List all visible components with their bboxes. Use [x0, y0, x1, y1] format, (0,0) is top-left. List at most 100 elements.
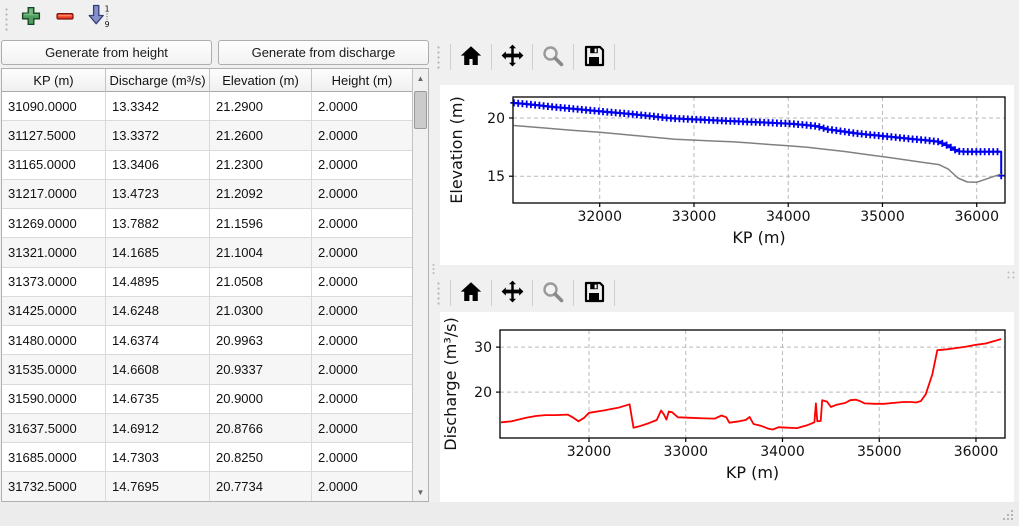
table-cell[interactable]: 21.2600 [210, 121, 312, 151]
table-cell[interactable]: 2.0000 [312, 268, 412, 297]
table-cell[interactable]: 2.0000 [312, 414, 412, 444]
table-cell[interactable]: 21.2300 [210, 150, 312, 180]
table-cell[interactable]: 13.7882 [106, 209, 210, 239]
table-cell[interactable]: 2.0000 [312, 385, 412, 414]
table-cell[interactable]: 21.2900 [210, 92, 312, 122]
table-cell[interactable]: 20.9963 [210, 326, 312, 356]
home-button[interactable] [455, 42, 487, 72]
table-cell[interactable]: 31637.5000 [2, 413, 106, 444]
add-row-button[interactable] [14, 3, 48, 35]
table-row[interactable]: 31165.0000 13.3406 21.2300 2.0000 [2, 150, 412, 180]
remove-row-button[interactable] [48, 3, 82, 35]
table-cell[interactable]: 21.0508 [210, 267, 312, 297]
table-cell[interactable]: 31127.5000 [2, 121, 106, 151]
table-cell[interactable]: 21.1004 [210, 238, 312, 268]
save-button[interactable] [578, 278, 610, 308]
table-cell[interactable]: 2.0000 [312, 238, 412, 268]
column-header-elevation[interactable]: Elevation (m) [210, 69, 312, 92]
table-cell[interactable]: 2.0000 [312, 180, 412, 210]
table-cell[interactable]: 2.0000 [312, 151, 412, 180]
table-cell[interactable]: 21.2092 [210, 179, 312, 210]
table-row[interactable]: 31637.5000 14.6912 20.8766 2.0000 [2, 413, 412, 444]
table-cell[interactable]: 2.0000 [312, 209, 412, 239]
discharge-figure-canvas[interactable]: 32000 33000 34000 35000 36000 20 30 KP (m) Disch… [440, 312, 1014, 502]
table-cell[interactable]: 13.3406 [106, 150, 210, 180]
table-row[interactable]: 31090.0000 13.3342 21.2900 2.0000 [2, 92, 412, 122]
toolbar-drag-handle[interactable] [3, 5, 8, 32]
table-cell[interactable]: 2.0000 [312, 443, 412, 473]
table-row[interactable]: 31535.0000 14.6608 20.9337 2.0000 [2, 355, 412, 385]
size-grip-icon[interactable] [1001, 508, 1015, 522]
table-cell[interactable]: 2.0000 [312, 121, 412, 151]
elevation-figure-canvas[interactable]: 32000 33000 34000 35000 36000 15 20 KP (m) Eleva… [440, 85, 1014, 265]
zoom-button[interactable] [537, 278, 569, 308]
table-cell[interactable]: 21.1596 [210, 209, 312, 239]
table-cell[interactable]: 31590.0000 [2, 384, 106, 414]
pan-button[interactable] [496, 42, 528, 72]
table-cell[interactable]: 31732.5000 [2, 472, 106, 501]
table-cell[interactable]: 20.8766 [210, 413, 312, 444]
scrollbar-thumb[interactable] [414, 91, 427, 129]
table-cell[interactable]: 14.6735 [106, 384, 210, 414]
table-row[interactable]: 31685.0000 14.7303 20.8250 2.0000 [2, 443, 412, 473]
table-cell[interactable]: 20.9337 [210, 355, 312, 385]
table-cell[interactable]: 31535.0000 [2, 355, 106, 385]
table-row[interactable]: 31590.0000 14.6735 20.9000 2.0000 [2, 384, 412, 414]
home-button[interactable] [455, 278, 487, 308]
table-cell[interactable]: 31321.0000 [2, 238, 106, 268]
toolbar-drag-handle[interactable] [435, 44, 440, 70]
table-row[interactable]: 31732.5000 14.7695 20.7734 2.0000 [2, 472, 412, 501]
table-cell[interactable]: 31269.0000 [2, 209, 106, 239]
column-header-kp[interactable]: KP (m) [2, 69, 106, 92]
table-cell[interactable]: 14.6374 [106, 326, 210, 356]
table-cell[interactable]: 2.0000 [312, 297, 412, 327]
column-header-discharge[interactable]: Discharge (m³/s) [106, 69, 210, 92]
table-cell[interactable]: 31373.0000 [2, 267, 106, 297]
table-cell[interactable]: 20.7734 [210, 472, 312, 501]
zoom-button[interactable] [537, 42, 569, 72]
table-cell[interactable]: 31425.0000 [2, 296, 106, 327]
table-cell[interactable]: 2.0000 [312, 326, 412, 356]
toolbar-drag-handle[interactable] [435, 280, 440, 306]
generate-from-discharge-button[interactable]: Generate from discharge [218, 40, 429, 65]
table-row[interactable]: 31217.0000 13.4723 21.2092 2.0000 [2, 179, 412, 210]
table-cell[interactable]: 14.7303 [106, 443, 210, 473]
table-row[interactable]: 31321.0000 14.1685 21.1004 2.0000 [2, 238, 412, 268]
table-cell[interactable]: 31090.0000 [2, 92, 106, 122]
table-cell[interactable]: 2.0000 [312, 355, 412, 385]
table-row[interactable]: 31425.0000 14.6248 21.0300 2.0000 [2, 296, 412, 327]
scrollbar-down-arrow-icon[interactable]: ▼ [416, 487, 425, 497]
scrollbar-up-arrow-icon[interactable]: ▲ [416, 73, 425, 83]
table-cell[interactable]: 2.0000 [312, 472, 412, 501]
table-cell[interactable]: 14.1685 [106, 238, 210, 268]
table-cell[interactable]: 14.6912 [106, 413, 210, 444]
sort-rows-button[interactable]: 1 9 [82, 3, 116, 35]
table-row[interactable]: 31373.0000 14.4895 21.0508 2.0000 [2, 267, 412, 297]
table-cell[interactable]: 31217.0000 [2, 179, 106, 210]
table-cell[interactable]: 2.0000 [312, 92, 412, 122]
table-cell[interactable]: 31480.0000 [2, 326, 106, 356]
pan-button[interactable] [496, 278, 528, 308]
generate-from-height-button[interactable]: Generate from height [1, 40, 212, 65]
table-cell[interactable]: 14.4895 [106, 267, 210, 297]
table-row[interactable]: 31480.0000 14.6374 20.9963 2.0000 [2, 326, 412, 356]
table-cell[interactable]: 31685.0000 [2, 443, 106, 473]
table-scrollbar[interactable]: ▲ ▼ [412, 69, 428, 501]
table-row[interactable]: 31269.0000 13.7882 21.1596 2.0000 [2, 209, 412, 239]
x-axis-label: KP (m) [726, 463, 779, 482]
table-row[interactable]: 31127.5000 13.3372 21.2600 2.0000 [2, 121, 412, 151]
table-cell[interactable]: 20.8250 [210, 443, 312, 473]
table-cell[interactable]: 14.6248 [106, 296, 210, 327]
save-button[interactable] [578, 42, 610, 72]
y-axis-label: Discharge (m³/s) [441, 317, 460, 450]
table-cell[interactable]: 21.0300 [210, 296, 312, 327]
table-cell[interactable]: 13.4723 [106, 179, 210, 210]
table-cell[interactable]: 20.9000 [210, 384, 312, 414]
table-cell[interactable]: 14.7695 [106, 472, 210, 501]
table-cell[interactable]: 13.3372 [106, 121, 210, 151]
table-cell[interactable]: 13.3342 [106, 92, 210, 122]
table-cell[interactable]: 31165.0000 [2, 150, 106, 180]
splitter-handle[interactable] [431, 263, 436, 274]
table-cell[interactable]: 14.6608 [106, 355, 210, 385]
column-header-height[interactable]: Height (m) [312, 69, 412, 92]
